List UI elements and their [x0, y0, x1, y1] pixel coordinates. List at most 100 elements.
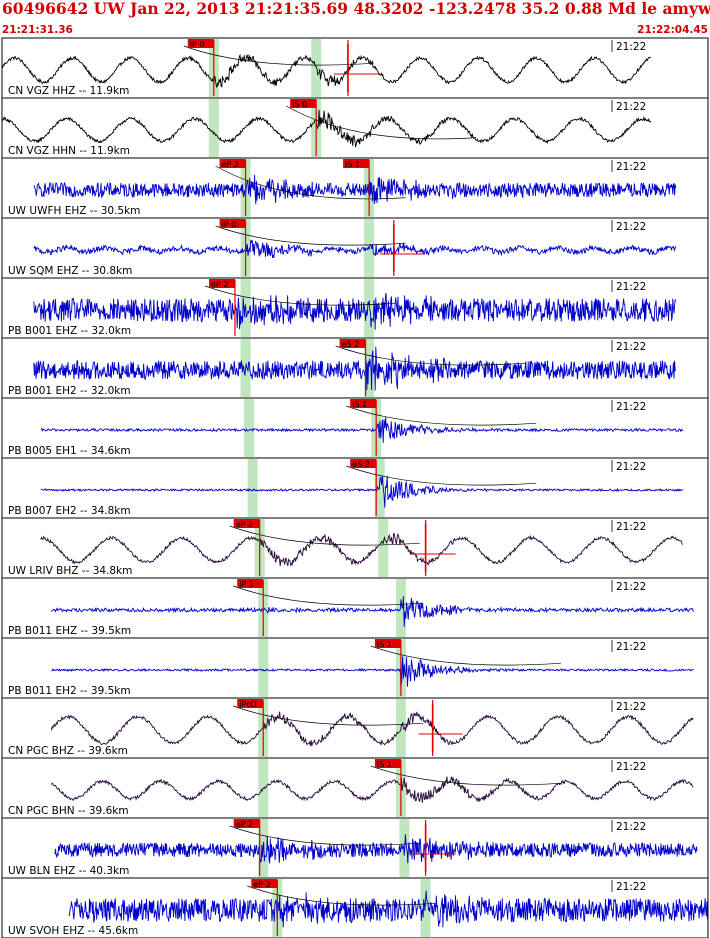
pick-box[interactable]: [339, 339, 366, 348]
time-tick-label: 21:22: [616, 761, 646, 773]
pick-label: iP 1: [239, 580, 254, 589]
pick-box[interactable]: [219, 219, 246, 228]
waveform-trace: [40, 475, 684, 508]
waveform-trace: [40, 532, 684, 567]
waveform-trace: [33, 239, 677, 259]
pick-box[interactable]: [290, 99, 317, 108]
pick-label: eS 2: [352, 460, 370, 469]
p-window-band: [258, 639, 269, 697]
time-tick-label: 21:22: [616, 701, 646, 713]
pick-label: eP 2: [211, 280, 228, 289]
pick-label: iS 1: [352, 400, 367, 409]
s-window-band: [311, 39, 322, 97]
pick-box[interactable]: [374, 639, 401, 648]
coda-decay-curve: [247, 885, 438, 906]
pick-label: eP 2: [253, 880, 270, 889]
time-tick-label: 21:22: [616, 581, 646, 593]
pick-box[interactable]: [350, 459, 377, 468]
coda-decay-curve: [215, 225, 406, 246]
pick-label: eS 2: [342, 340, 360, 349]
s-window-band: [378, 519, 389, 577]
coda-decay-curve: [204, 285, 396, 306]
coda-decay-curve: [233, 705, 424, 726]
coda-decay-curve: [286, 105, 477, 140]
station-label: CN PGC BHN -- 39.6km: [8, 805, 129, 817]
s-window-band: [395, 579, 406, 637]
pick-box[interactable]: [374, 759, 401, 768]
trace-row: [1, 577, 709, 639]
s-window-band: [420, 879, 431, 937]
p-window-band: [247, 459, 258, 517]
waveform-trace: [33, 174, 677, 205]
time-tick-label: 21:22: [616, 281, 646, 293]
pick-box[interactable]: [219, 159, 246, 168]
trace-row: [1, 817, 709, 879]
start-time: 21:21:31.36: [2, 24, 73, 36]
trace-row: [1, 637, 709, 699]
station-label: CN VGZ HHN -- 11.9km: [8, 145, 130, 157]
pick-box[interactable]: [237, 699, 264, 708]
time-tick-label: 21:22: [616, 881, 646, 893]
trace-row: [1, 97, 709, 159]
text-layer: CN VGZ HHZ -- 11.9km 21:22 CN VGZ HHN -- 1…: [8, 40, 646, 937]
station-label: PB B011 EHZ -- 39.5km: [8, 625, 131, 637]
trace-layer: [1, 45, 708, 928]
waveform-trace: [33, 293, 677, 330]
time-tick-label: 21:22: [616, 221, 646, 233]
coda-decay-curve: [215, 165, 406, 200]
pick-label: iPcD: [239, 700, 257, 709]
time-tick-label: 21:22: [616, 101, 646, 113]
p-window-band: [208, 99, 219, 157]
pick-box[interactable]: [251, 879, 278, 888]
coda-decay-curve: [229, 825, 420, 846]
pick-label: eP 2: [222, 160, 239, 169]
pick-box[interactable]: [233, 819, 260, 828]
pick-label: iS 1: [345, 160, 360, 169]
pick-box[interactable]: [343, 159, 370, 168]
time-tick-label: 21:22: [616, 161, 646, 173]
pick-label: eP 2: [236, 820, 253, 829]
trace-row: [1, 517, 709, 579]
pick-label: iS 0: [292, 100, 307, 109]
coda-decay-curve: [370, 765, 561, 786]
time-tick-label: 21:22: [616, 521, 646, 533]
coda-decay-curve: [183, 45, 374, 66]
pick-label: iP 0: [222, 220, 237, 229]
pick-box[interactable]: [208, 279, 235, 288]
station-label: PB B001 EHZ -- 32.0km: [8, 325, 131, 337]
trace-row: [1, 697, 709, 759]
station-label: PB B011 EH2 -- 39.5km: [8, 685, 131, 697]
coda-decay-curve: [370, 645, 561, 666]
end-time: 21:22:04.45: [637, 24, 708, 36]
time-tick-label: 21:22: [616, 461, 646, 473]
station-label: CN VGZ HHZ -- 11.9km: [8, 85, 129, 97]
time-tick-label: 21:22: [616, 341, 646, 353]
pick-box[interactable]: [350, 399, 377, 408]
station-label: PB B007 EH2 -- 34.8km: [8, 505, 131, 517]
station-label: CN PGC BHZ -- 39.6km: [8, 745, 128, 757]
trace-row: [1, 37, 709, 99]
coda-decay-curve: [346, 465, 537, 486]
waveform-trace: [1, 53, 652, 88]
waveform-trace: [51, 656, 694, 688]
pick-box[interactable]: [187, 39, 214, 48]
station-label: PB B001 EH2 -- 32.0km: [8, 385, 131, 397]
station-label: UW BLN EHZ -- 40.3km: [8, 865, 129, 877]
pick-box[interactable]: [233, 519, 260, 528]
coda-decay-curve: [229, 525, 420, 546]
event-title: 60496642 UW Jan 22, 2013 21:21:35.69 48.…: [2, 0, 710, 18]
time-tick-label: 21:22: [616, 401, 646, 413]
time-tick-label: 21:22: [616, 821, 646, 833]
station-label: PB B005 EH1 -- 34.6km: [8, 445, 131, 457]
waveform-trace: [54, 834, 698, 864]
pick-label: iS 1: [377, 760, 392, 769]
station-label: UW SQM EHZ -- 30.8km: [8, 265, 132, 277]
waveform-trace: [50, 776, 694, 803]
pick-label: iP 0: [190, 40, 205, 49]
time-tick-label: 21:22: [616, 641, 646, 653]
pick-box[interactable]: [237, 579, 264, 588]
coda-decay-curve: [346, 405, 537, 426]
waveform-trace: [40, 417, 684, 444]
coda-decay-curve: [233, 585, 424, 606]
